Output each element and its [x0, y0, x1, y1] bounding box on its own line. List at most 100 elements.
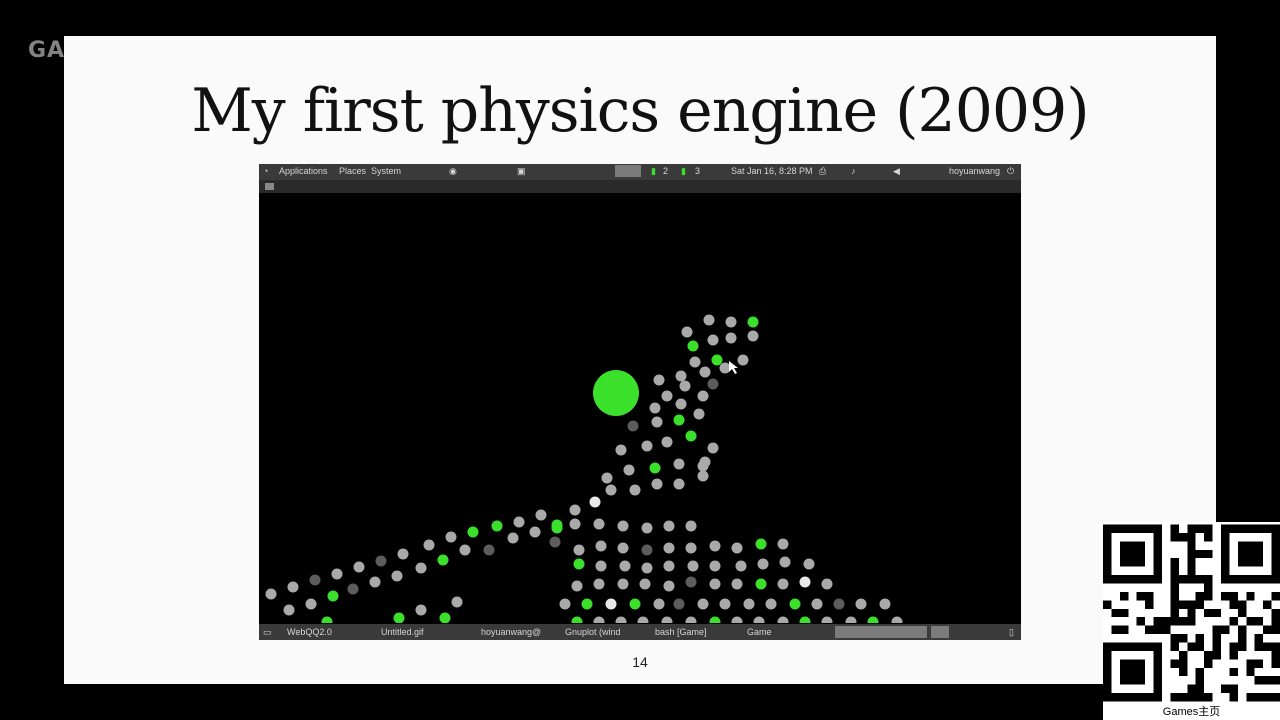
qr-module: [1136, 549, 1146, 559]
qr-module: [1271, 549, 1280, 559]
qr-module: [1204, 549, 1213, 559]
menu-applications[interactable]: Applications: [279, 166, 328, 176]
qr-module: [1103, 575, 1112, 584]
show-desktop-icon[interactable]: ▭: [263, 627, 272, 637]
particle: [593, 578, 605, 590]
qr-module: [1178, 659, 1188, 668]
particle: [451, 596, 463, 608]
taskbar-item-webqq[interactable]: WebQQ2.0: [287, 627, 332, 637]
particle: [651, 416, 663, 428]
qr-module: [1212, 634, 1221, 643]
desktop-taskbar: ▭ WebQQ2.0 Untitled.gif hoyuanwang@ Gnup…: [259, 624, 1021, 640]
qr-module: [1204, 524, 1213, 533]
particle: [699, 366, 711, 378]
workspace-2[interactable]: 2: [663, 166, 669, 176]
particle: [731, 616, 743, 623]
particle-green: [581, 598, 593, 610]
particle: [707, 334, 719, 346]
qr-module: [1195, 693, 1205, 702]
menu-system[interactable]: System: [371, 166, 402, 176]
qr-module: [1103, 549, 1112, 559]
taskbar-item-terminal[interactable]: hoyuanwang@: [481, 627, 542, 637]
particle: [265, 588, 277, 600]
qr-module: [1237, 524, 1247, 533]
qr-module: [1187, 608, 1196, 618]
qr-module: [1111, 625, 1120, 635]
qr-module: [1229, 667, 1238, 677]
qr-module: [1254, 541, 1264, 550]
taskbar-item-game[interactable]: Game: [747, 627, 772, 637]
qr-module: [1119, 642, 1129, 651]
particle-green: [571, 616, 583, 623]
particle: [397, 548, 409, 560]
qr-module: [1136, 591, 1146, 601]
particle: [653, 374, 665, 386]
qr-module: [1153, 617, 1162, 626]
qr-module: [1221, 532, 1230, 542]
particle: [855, 598, 867, 610]
particle: [891, 616, 903, 623]
username[interactable]: hoyuanwang: [949, 166, 1001, 176]
browser-launcher-icon[interactable]: ◉: [449, 166, 457, 176]
menu-places[interactable]: Places: [339, 166, 367, 176]
particle-green: [789, 598, 801, 610]
particle-green: [747, 316, 759, 328]
qr-module: [1195, 524, 1205, 533]
speaker-icon[interactable]: ◀: [893, 166, 900, 176]
particle: [735, 560, 747, 572]
workspace-3[interactable]: 3: [695, 166, 701, 176]
printer-icon[interactable]: ⎙: [819, 166, 827, 176]
qr-module: [1145, 591, 1154, 601]
taskbar-item-untitled-gif[interactable]: Untitled.gif: [381, 627, 424, 637]
qr-module: [1153, 625, 1162, 635]
window-titlebar: [259, 180, 1021, 193]
qr-module: [1229, 650, 1238, 660]
window-menu-icon[interactable]: [265, 183, 274, 190]
particle: [685, 520, 697, 532]
workspace-switcher-active[interactable]: [615, 165, 641, 177]
qr-module: [1128, 659, 1137, 668]
qr-module: [1254, 617, 1264, 626]
taskbar-active-window[interactable]: [835, 626, 927, 638]
taskbar-item-gnuplot[interactable]: Gnuplot (wind: [565, 627, 621, 637]
particle: [641, 440, 653, 452]
particle: [697, 598, 709, 610]
qr-module: [1153, 667, 1162, 677]
qr-module: [1103, 684, 1112, 694]
qr-module: [1153, 575, 1162, 584]
particle-green: [867, 616, 879, 623]
qr-module: [1271, 532, 1280, 542]
particle: [673, 478, 685, 490]
particle: [595, 560, 607, 572]
qr-module: [1170, 591, 1179, 601]
qr-module: [1178, 617, 1188, 626]
particle: [685, 616, 697, 623]
qr-module: [1229, 575, 1238, 584]
qr-module: [1119, 591, 1129, 601]
power-icon[interactable]: ⏻: [1007, 166, 1015, 176]
terminal-launcher-icon[interactable]: ▣: [517, 166, 526, 176]
particle-green: [491, 520, 503, 532]
particle-green: [673, 414, 685, 426]
qr-module: [1195, 667, 1205, 677]
trash-icon[interactable]: ▯: [1009, 627, 1014, 637]
qr-module: [1170, 524, 1179, 533]
clock[interactable]: Sat Jan 16, 8:28 PM: [731, 166, 813, 176]
qr-module: [1221, 524, 1230, 533]
qr-module: [1128, 558, 1137, 567]
particle-green: [393, 612, 405, 623]
qr-module: [1237, 541, 1247, 550]
particle: [687, 560, 699, 572]
particle: [641, 562, 653, 574]
volume-icon[interactable]: ♪: [851, 166, 856, 176]
qr-module: [1128, 693, 1137, 702]
particle: [641, 544, 653, 556]
qr-module: [1178, 693, 1188, 702]
particle: [673, 458, 685, 470]
physics-simulation: [265, 314, 903, 623]
particle-green: [439, 612, 451, 623]
qr-module: [1119, 676, 1129, 685]
particle-green: [687, 340, 699, 352]
taskbar-tray-item[interactable]: [931, 626, 949, 638]
taskbar-item-bash[interactable]: bash [Game]: [655, 627, 707, 637]
